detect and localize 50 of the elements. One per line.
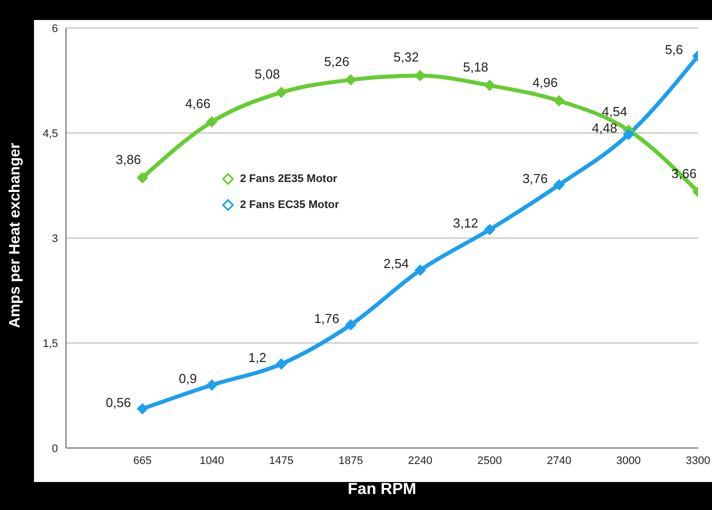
x-tick-label: 2240 — [408, 454, 432, 467]
x-tick-label: 1040 — [200, 454, 224, 467]
x-axis-title: Fan RPM — [348, 481, 416, 498]
point — [206, 116, 218, 128]
point — [345, 319, 356, 330]
data-label: 5,26 — [324, 54, 350, 69]
point — [276, 358, 287, 370]
data-label: 0,9 — [178, 371, 197, 386]
data-label: 3,76 — [522, 170, 548, 186]
y-tick-label: 4,5 — [42, 128, 58, 140]
point — [554, 95, 565, 106]
data-label: 4,54 — [602, 104, 628, 120]
y-tick-label: 3 — [52, 232, 58, 245]
point — [345, 74, 356, 86]
x-tick-label: 1875 — [338, 454, 363, 467]
y-tick-label: 0 — [52, 442, 58, 455]
data-label: 4,66 — [185, 96, 210, 111]
data-label: 5,6 — [664, 42, 684, 57]
data-label: 1,2 — [248, 350, 266, 365]
data-label: 2,54 — [384, 256, 409, 272]
y-tick-label: 1,5 — [42, 338, 58, 350]
x-tick-label: 3300 — [686, 454, 710, 467]
data-label: 3,86 — [116, 152, 142, 167]
data-label: 5,08 — [254, 66, 280, 82]
point — [414, 70, 426, 82]
x-tick-label: 2740 — [546, 454, 572, 467]
x-tick-label: 2500 — [477, 454, 502, 467]
point — [484, 80, 496, 91]
data-label: 4,48 — [592, 120, 618, 136]
y-tick-label: 6 — [52, 22, 58, 35]
point — [136, 403, 148, 414]
point — [206, 380, 218, 390]
point — [623, 128, 634, 140]
data-label: 5,32 — [394, 50, 419, 65]
x-tick-label: 1475 — [269, 454, 294, 467]
data-label: 0,56 — [106, 394, 132, 410]
point — [276, 86, 287, 98]
x-tick-label: 3000 — [616, 454, 641, 467]
point — [554, 179, 565, 190]
legend-label: 2 Fans EC35 Motor — [240, 199, 340, 211]
point — [136, 172, 148, 184]
data-label: 5,18 — [462, 59, 488, 74]
point — [484, 224, 496, 236]
data-label: 1,76 — [314, 310, 340, 326]
legend-label: 2 Fans 2E35 Motor — [240, 173, 338, 185]
point — [414, 264, 426, 276]
x-tick-label: 665 — [133, 454, 152, 467]
data-label: 4,96 — [532, 74, 558, 90]
y-axis-title: Amps per Heat exchanger — [6, 142, 24, 328]
data-label: 3,12 — [452, 216, 478, 231]
